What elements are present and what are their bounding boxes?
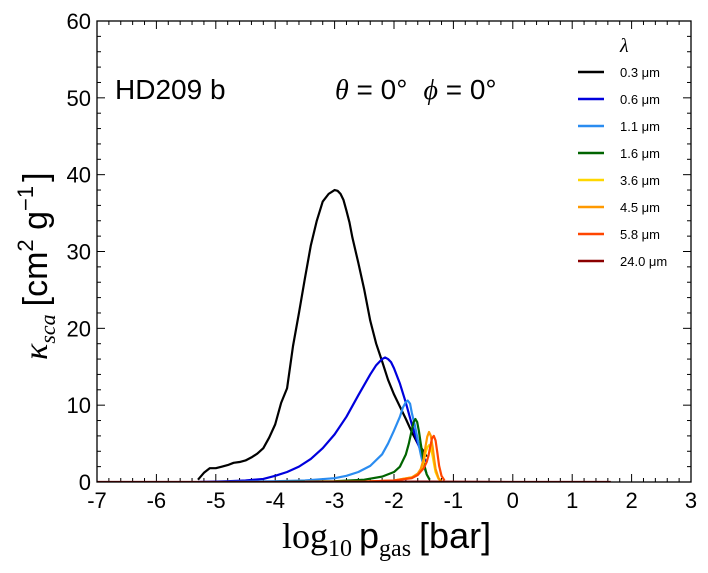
x-tick-label: -5	[206, 488, 226, 513]
x-label-p: p	[359, 515, 379, 556]
x-tick-label: -7	[87, 488, 107, 513]
series-line-0	[197, 188, 428, 481]
y-label-exp1: 2	[13, 239, 38, 251]
y-axis-label: κsca [cm2 g−1]	[13, 172, 60, 360]
y-tick-label: 20	[67, 316, 91, 341]
x-tick-label: -3	[325, 488, 345, 513]
legend-label: 0.6 μm	[620, 92, 660, 107]
y-tick-label: 30	[67, 240, 91, 265]
y-label-exp2: −1	[13, 186, 38, 211]
x-tick-label: -4	[265, 488, 285, 513]
plot-frame	[96, 20, 692, 483]
angle-annotation: θ = 0° ϕ = 0°	[335, 74, 497, 106]
legend-label: 3.6 μm	[620, 173, 660, 188]
series-line-3	[275, 417, 431, 482]
x-tick-label: -1	[444, 488, 464, 513]
x-tick-label: -6	[147, 488, 167, 513]
x-label-log-sub: 10	[328, 536, 352, 562]
y-label-kappa: κ	[18, 343, 55, 360]
planet-annotation: HD209 b	[115, 74, 226, 105]
x-tick-label: 1	[566, 488, 578, 513]
phi-symbol: ϕ	[423, 75, 438, 106]
y-tick-label: 0	[79, 470, 91, 495]
x-tick-label: 3	[685, 488, 697, 513]
x-label-unit: [bar]	[419, 515, 491, 556]
y-tick-label: 40	[67, 163, 91, 188]
legend: λ 0.3 μm 0.6 μm 1.1 μm 1.6 μm 3.6 μm 4.5 μm 5.…	[578, 35, 667, 269]
phi-value: = 0°	[438, 74, 497, 105]
legend-label: 1.1 μm	[620, 119, 660, 134]
legend-label: 0.3 μm	[620, 65, 660, 80]
x-label-log: log	[282, 516, 328, 556]
series-line-1	[197, 356, 428, 482]
y-tick-label: 50	[67, 86, 91, 111]
y-tick-label: 10	[67, 393, 91, 418]
x-tick-label: 0	[507, 488, 519, 513]
series-line-2	[215, 399, 428, 482]
y-label-sca: sca	[35, 314, 60, 343]
x-label-gas-sub: gas	[379, 536, 411, 562]
theta-symbol: θ	[335, 75, 349, 106]
legend-label: 24.0 μm	[620, 254, 667, 269]
theta-value: = 0°	[349, 74, 408, 105]
x-axis-label: log10 pgas [bar]	[282, 515, 491, 562]
legend-label: 1.6 μm	[620, 146, 660, 161]
legend-title: λ	[619, 35, 629, 57]
y-label-unit-open: [cm	[17, 252, 55, 307]
y-tick-label: 60	[67, 9, 91, 34]
legend-label: 4.5 μm	[620, 200, 660, 215]
y-label-unit-close: ]	[17, 172, 55, 181]
x-tick-label: -2	[384, 488, 404, 513]
x-tick-label: 2	[625, 488, 637, 513]
y-label-g: g	[17, 211, 55, 239]
series-line-6	[304, 434, 446, 482]
legend-label: 5.8 μm	[620, 227, 660, 242]
